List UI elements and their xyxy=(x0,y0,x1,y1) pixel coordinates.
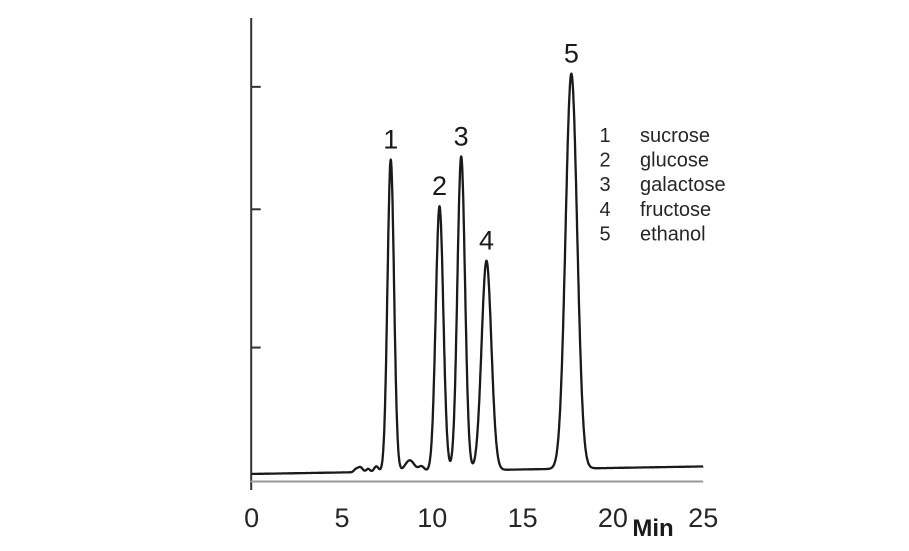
x-tick-label-0: 0 xyxy=(244,503,259,533)
legend-row-1: 1 sucrose xyxy=(599,125,710,147)
peak-label-3: 3 xyxy=(454,121,469,151)
x-axis-tick-labels: 0 5 10 15 20 25 xyxy=(244,503,718,533)
legend-key-4: 4 xyxy=(599,199,610,221)
legend: 1 sucrose 2 glucose 3 galactose 4 fructose 5 etha… xyxy=(599,125,725,245)
detector-trace xyxy=(250,72,704,476)
peak-label-1: 1 xyxy=(383,125,398,155)
peak-label-2: 2 xyxy=(432,171,447,201)
x-tick-label-20: 20 xyxy=(598,503,628,533)
legend-name-2: glucose xyxy=(640,150,709,172)
x-tick-label-10: 10 xyxy=(417,503,447,533)
legend-name-4: fructose xyxy=(640,199,711,221)
peak-label-4: 4 xyxy=(479,226,494,256)
legend-name-5: ethanol xyxy=(640,223,706,245)
legend-row-2: 2 glucose xyxy=(599,150,709,172)
legend-name-1: sucrose xyxy=(640,125,710,147)
legend-row-3: 3 galactose xyxy=(599,174,725,196)
x-tick-label-25: 25 xyxy=(688,503,718,533)
chromatogram-trace xyxy=(250,72,704,476)
legend-row-5: 5 ethanol xyxy=(599,223,705,245)
x-axis-unit-label: Min xyxy=(632,515,673,542)
legend-key-3: 3 xyxy=(599,174,610,196)
legend-row-4: 4 fructose xyxy=(599,199,711,221)
legend-key-5: 5 xyxy=(599,223,610,245)
legend-key-1: 1 xyxy=(599,125,610,147)
peak-label-5: 5 xyxy=(564,39,579,69)
x-tick-label-15: 15 xyxy=(508,503,538,533)
legend-key-2: 2 xyxy=(599,150,610,172)
x-tick-label-5: 5 xyxy=(334,503,349,533)
axes xyxy=(250,18,704,490)
legend-name-3: galactose xyxy=(640,174,726,196)
